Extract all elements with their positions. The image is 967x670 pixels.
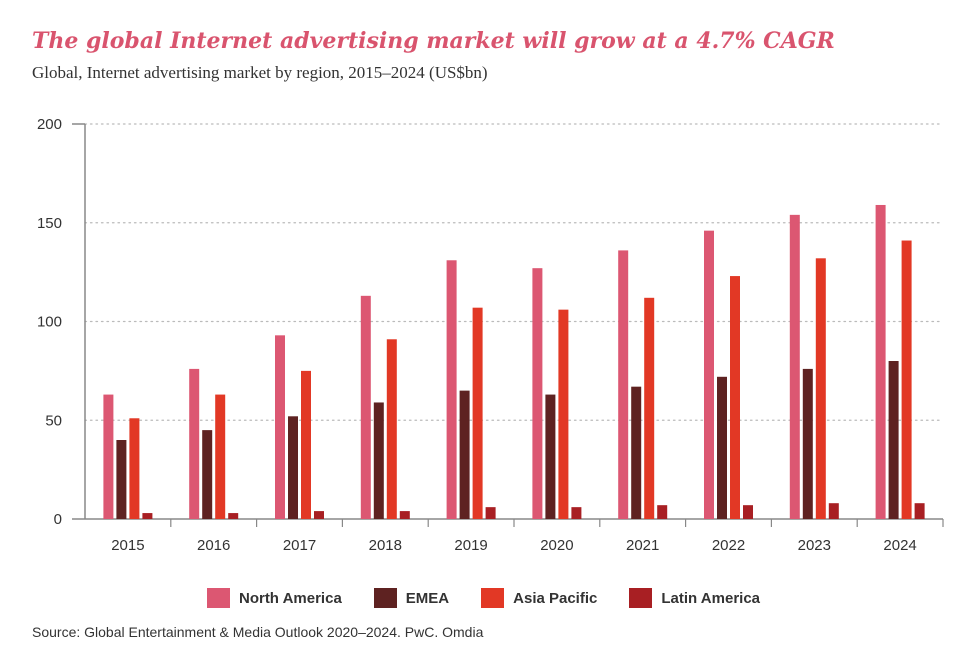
bar <box>571 507 582 519</box>
legend-label: Asia Pacific <box>513 589 598 607</box>
bar <box>202 430 213 519</box>
x-tick-label: 2018 <box>369 537 402 554</box>
bar <box>360 295 371 519</box>
bar <box>314 511 324 519</box>
x-tick-label: 2016 <box>197 537 230 554</box>
y-tick-label: 100 <box>37 314 62 331</box>
bar <box>459 390 470 519</box>
chart-title: The global Internet advertising market w… <box>32 28 835 54</box>
x-tick-label: 2015 <box>111 537 144 554</box>
bar <box>532 268 543 519</box>
legend-swatch <box>373 588 397 608</box>
source-note: Source: Global Entertainment & Media Out… <box>32 624 484 640</box>
bar <box>558 309 569 519</box>
bar <box>472 307 483 519</box>
legend-swatch <box>629 588 653 608</box>
bar <box>888 361 899 519</box>
chart-subtitle: Global, Internet advertising market by r… <box>32 63 488 82</box>
bar <box>288 416 298 519</box>
bar <box>901 240 912 519</box>
bar <box>129 418 140 519</box>
bar <box>142 513 153 519</box>
bar <box>275 335 285 519</box>
x-tick-label: 2022 <box>712 537 745 554</box>
bar <box>914 503 925 519</box>
x-tick-label: 2020 <box>540 537 573 554</box>
bar <box>446 260 457 519</box>
bar <box>875 204 886 519</box>
x-tick-label: 2017 <box>283 537 316 554</box>
bar <box>228 513 239 519</box>
bar <box>386 339 397 519</box>
bar <box>301 370 311 519</box>
bar <box>103 394 114 519</box>
bar <box>399 511 410 519</box>
bar <box>704 230 714 519</box>
bar <box>789 214 800 519</box>
legend-item: Latin America <box>629 588 760 608</box>
x-tick-label: 2019 <box>454 537 487 554</box>
bar <box>618 250 629 519</box>
bar <box>116 440 127 519</box>
bar-chart: 0 50 100 150 200 2015 2016 2017 2018 2019 2020 2021… <box>37 116 944 554</box>
legend-swatch <box>206 588 230 608</box>
bar <box>189 368 200 519</box>
y-tick-label: 50 <box>45 412 62 429</box>
bar <box>815 258 826 519</box>
legend-label: Latin America <box>661 589 761 607</box>
bar <box>373 402 384 519</box>
bar <box>717 376 727 519</box>
x-tick-label: 2021 <box>626 537 659 554</box>
legend: North America EMEA Asia Pacific Latin Ameri… <box>0 588 967 608</box>
bar <box>828 503 839 519</box>
bar <box>545 394 556 519</box>
bar <box>215 394 226 519</box>
bar <box>644 297 655 519</box>
bar <box>631 386 642 519</box>
bar <box>657 505 668 519</box>
legend-item: North America <box>206 588 342 608</box>
legend-label: EMEA <box>405 589 450 607</box>
y-tick-label: 200 <box>37 116 62 133</box>
bar <box>802 368 813 519</box>
bar <box>743 505 753 519</box>
bar <box>485 507 496 519</box>
legend-label: North America <box>238 589 342 607</box>
x-tick-label: 2023 <box>798 537 831 554</box>
y-tick-label: 0 <box>54 511 62 528</box>
legend-item: Asia Pacific <box>481 588 597 608</box>
bar <box>730 276 740 519</box>
x-tick-label: 2024 <box>883 537 916 554</box>
legend-item: EMEA <box>373 588 450 608</box>
legend-swatch <box>481 588 505 608</box>
y-tick-label: 150 <box>37 215 62 232</box>
